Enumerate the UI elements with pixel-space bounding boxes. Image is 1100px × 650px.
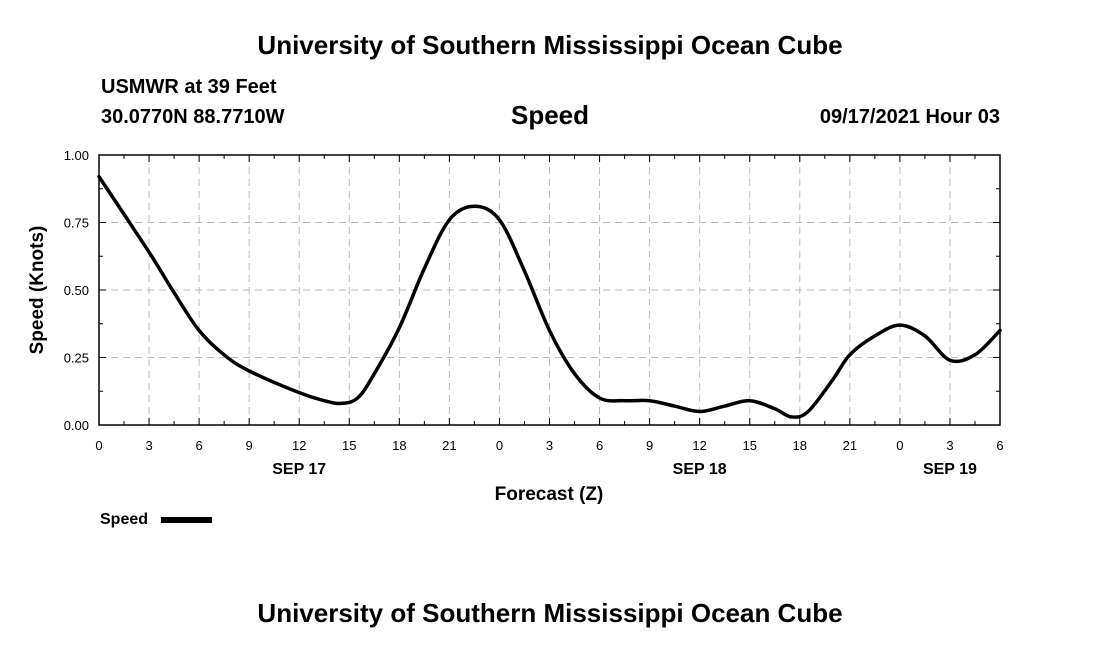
legend-swatch: [161, 517, 212, 523]
grid-lines: [99, 155, 1000, 425]
legend-label: Speed: [100, 511, 148, 528]
x-tick-label: 6: [596, 438, 603, 453]
forecast-datetime: 09/17/2021 Hour 03: [819, 106, 1000, 128]
page-title: University of Southern Mississippi Ocean…: [257, 30, 843, 60]
x-tick-label: 0: [896, 438, 903, 453]
x-tick-label: 0: [496, 438, 503, 453]
y-tick-label: 0.00: [64, 418, 89, 433]
x-tick-label: 18: [793, 438, 807, 453]
date-label: SEP 17: [272, 461, 326, 478]
x-tick-label: 21: [442, 438, 456, 453]
station-label: USMWR at 39 Feet: [101, 76, 277, 98]
x-tick-label: 0: [95, 438, 102, 453]
axis-ticks: [98, 154, 1001, 426]
x-tick-label: 15: [742, 438, 756, 453]
y-tick-label: 1.00: [64, 148, 89, 163]
date-labels: SEP 17 SEP 18 SEP 19: [272, 461, 977, 478]
footer-title: University of Southern Mississippi Ocean…: [257, 598, 843, 628]
x-tick-label: 12: [692, 438, 706, 453]
x-tick-label: 15: [342, 438, 356, 453]
x-tick-label: 3: [145, 438, 152, 453]
x-tick-label: 3: [546, 438, 553, 453]
x-axis-label: Forecast (Z): [495, 484, 604, 505]
date-label: SEP 19: [923, 461, 977, 478]
y-tick-label: 0.25: [64, 351, 89, 366]
y-tick-label: 0.50: [64, 283, 89, 298]
x-tick-label: 21: [843, 438, 857, 453]
y-tick-labels: 0.00 0.25 0.50 0.75 1.00: [64, 148, 89, 433]
chart-title: Speed: [510, 100, 590, 130]
y-tick-label: 0.75: [64, 216, 89, 231]
x-tick-label: 12: [292, 438, 306, 453]
y-axis-label: Speed (Knots): [27, 226, 48, 355]
x-tick-label: 9: [246, 438, 253, 453]
x-tick-labels: 0 3 6 9 12 15 18 21 0 3 6 9 12 15 18 21 0 3 6: [95, 438, 1003, 453]
x-tick-label: 9: [646, 438, 653, 453]
speed-series-line: [97, 174, 1002, 419]
coordinates-label: 30.0770N 88.7710W: [101, 106, 285, 128]
date-label: SEP 18: [673, 461, 727, 478]
x-tick-label: 6: [195, 438, 202, 453]
x-tick-label: 3: [946, 438, 953, 453]
x-tick-label: 18: [392, 438, 406, 453]
x-tick-label: 6: [996, 438, 1003, 453]
